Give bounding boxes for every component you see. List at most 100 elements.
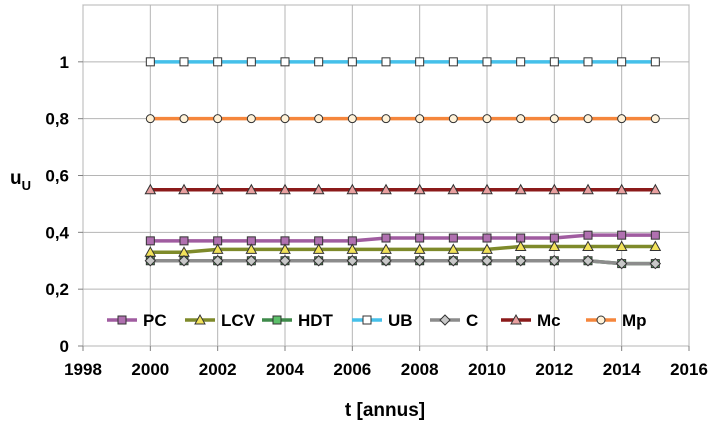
series-mp [145, 114, 660, 124]
data-point-lcv [582, 240, 594, 252]
grid-layer [82, 4, 690, 347]
data-point-lcv [312, 243, 325, 254]
legend-label: PC [143, 311, 167, 330]
data-point-mp [246, 114, 256, 124]
legend-swatch-marker [362, 315, 372, 325]
legend-swatch-marker [439, 314, 451, 326]
data-point-mp [179, 114, 189, 124]
data-point-c [245, 255, 258, 267]
data-point-ub [179, 57, 189, 67]
data-point-mc [447, 183, 460, 195]
data-point-mc [211, 183, 224, 195]
axis-layer: 1998 2000 2002 2004 2006 2008 2010 2012 2014 2016… [45, 53, 708, 379]
data-point-ub [347, 57, 357, 67]
y-tick-label: 0 [60, 337, 69, 356]
data-point-ub [448, 57, 458, 67]
data-point-mp [314, 114, 324, 124]
y-tick-label: 0,8 [45, 110, 69, 129]
data-point-c [178, 255, 190, 267]
data-point-c [279, 255, 291, 267]
data-point-mp [549, 114, 559, 124]
legend-item-mc: Mc [501, 311, 561, 330]
data-point-pc [448, 233, 458, 243]
data-point-pc [583, 230, 593, 240]
data-point-mp [213, 114, 223, 124]
data-point-lcv [413, 243, 426, 254]
data-point-mc [413, 183, 426, 195]
legend-label: HDT [298, 311, 334, 330]
data-point-mp [381, 114, 391, 124]
data-point-mp [415, 114, 425, 124]
data-point-ub [314, 57, 324, 67]
y-axis-title-main: u [10, 168, 22, 189]
data-point-c [346, 255, 359, 267]
data-point-lcv [615, 240, 628, 252]
data-point-c [312, 255, 325, 267]
data-point-pc [650, 230, 660, 240]
data-point-c [380, 255, 392, 267]
data-point-lcv [514, 240, 527, 252]
data-point-mp [145, 114, 155, 124]
legend-swatch-marker [510, 313, 522, 325]
data-point-ub [482, 57, 492, 67]
data-point-ub [549, 57, 559, 67]
data-point-c [649, 257, 662, 270]
x-tick-label: 2012 [535, 360, 573, 379]
data-point-mc [312, 183, 325, 195]
data-point-mc [582, 183, 594, 195]
legend-item-ub: UB [352, 311, 413, 330]
data-point-c [582, 255, 594, 267]
data-point-mc [380, 183, 392, 195]
data-point-mc [346, 183, 359, 195]
legend-item-pc: PC [107, 311, 167, 330]
data-point-mc [279, 183, 291, 195]
data-point-mc [481, 183, 493, 195]
data-point-c [481, 255, 493, 267]
data-point-mp [617, 114, 627, 124]
legend: PC LCV HDT UB C Mc Mp [107, 311, 647, 330]
data-point-mp [650, 114, 660, 124]
data-point-mp [448, 114, 458, 124]
x-tick-label: 1998 [64, 360, 102, 379]
y-tick-label: 0,2 [45, 280, 69, 299]
data-point-pc [145, 236, 155, 246]
data-point-lcv [380, 243, 392, 254]
data-point-lcv [548, 240, 561, 252]
legend-label: Mp [622, 311, 647, 330]
data-point-ub [617, 57, 627, 67]
data-point-mp [280, 114, 290, 124]
data-point-mc [514, 183, 527, 195]
data-point-mc [548, 183, 561, 195]
y-tick-label: 0,6 [45, 167, 69, 186]
x-tick-label: 2016 [670, 360, 708, 379]
data-point-ub [650, 57, 660, 67]
data-point-ub [381, 57, 391, 67]
data-point-mc [649, 183, 662, 195]
series-pc [145, 230, 660, 246]
data-point-ub [246, 57, 256, 67]
data-point-ub [516, 57, 526, 67]
data-point-mp [516, 114, 526, 124]
series-line-pc [150, 233, 656, 243]
x-tick-label: 2006 [333, 360, 371, 379]
series-layer [144, 57, 662, 270]
data-point-c [413, 255, 426, 267]
x-tick-label: 2014 [603, 360, 641, 379]
y-axis-title-subscript: U [22, 178, 31, 193]
series-ub [145, 57, 660, 67]
series-c [144, 255, 662, 270]
data-point-pc [482, 233, 492, 243]
data-point-mp [583, 114, 593, 124]
x-tick-label: 2002 [199, 360, 237, 379]
data-point-pc [617, 230, 627, 240]
data-point-pc [415, 233, 425, 243]
legend-item-hdt: HDT [262, 311, 334, 330]
y-axis-title: uU [10, 168, 31, 193]
data-point-c [144, 255, 157, 267]
data-point-c [514, 255, 527, 267]
data-point-c [447, 255, 460, 267]
data-point-mc [615, 183, 628, 195]
legend-label: LCV [221, 311, 256, 330]
data-point-mc [178, 183, 190, 195]
